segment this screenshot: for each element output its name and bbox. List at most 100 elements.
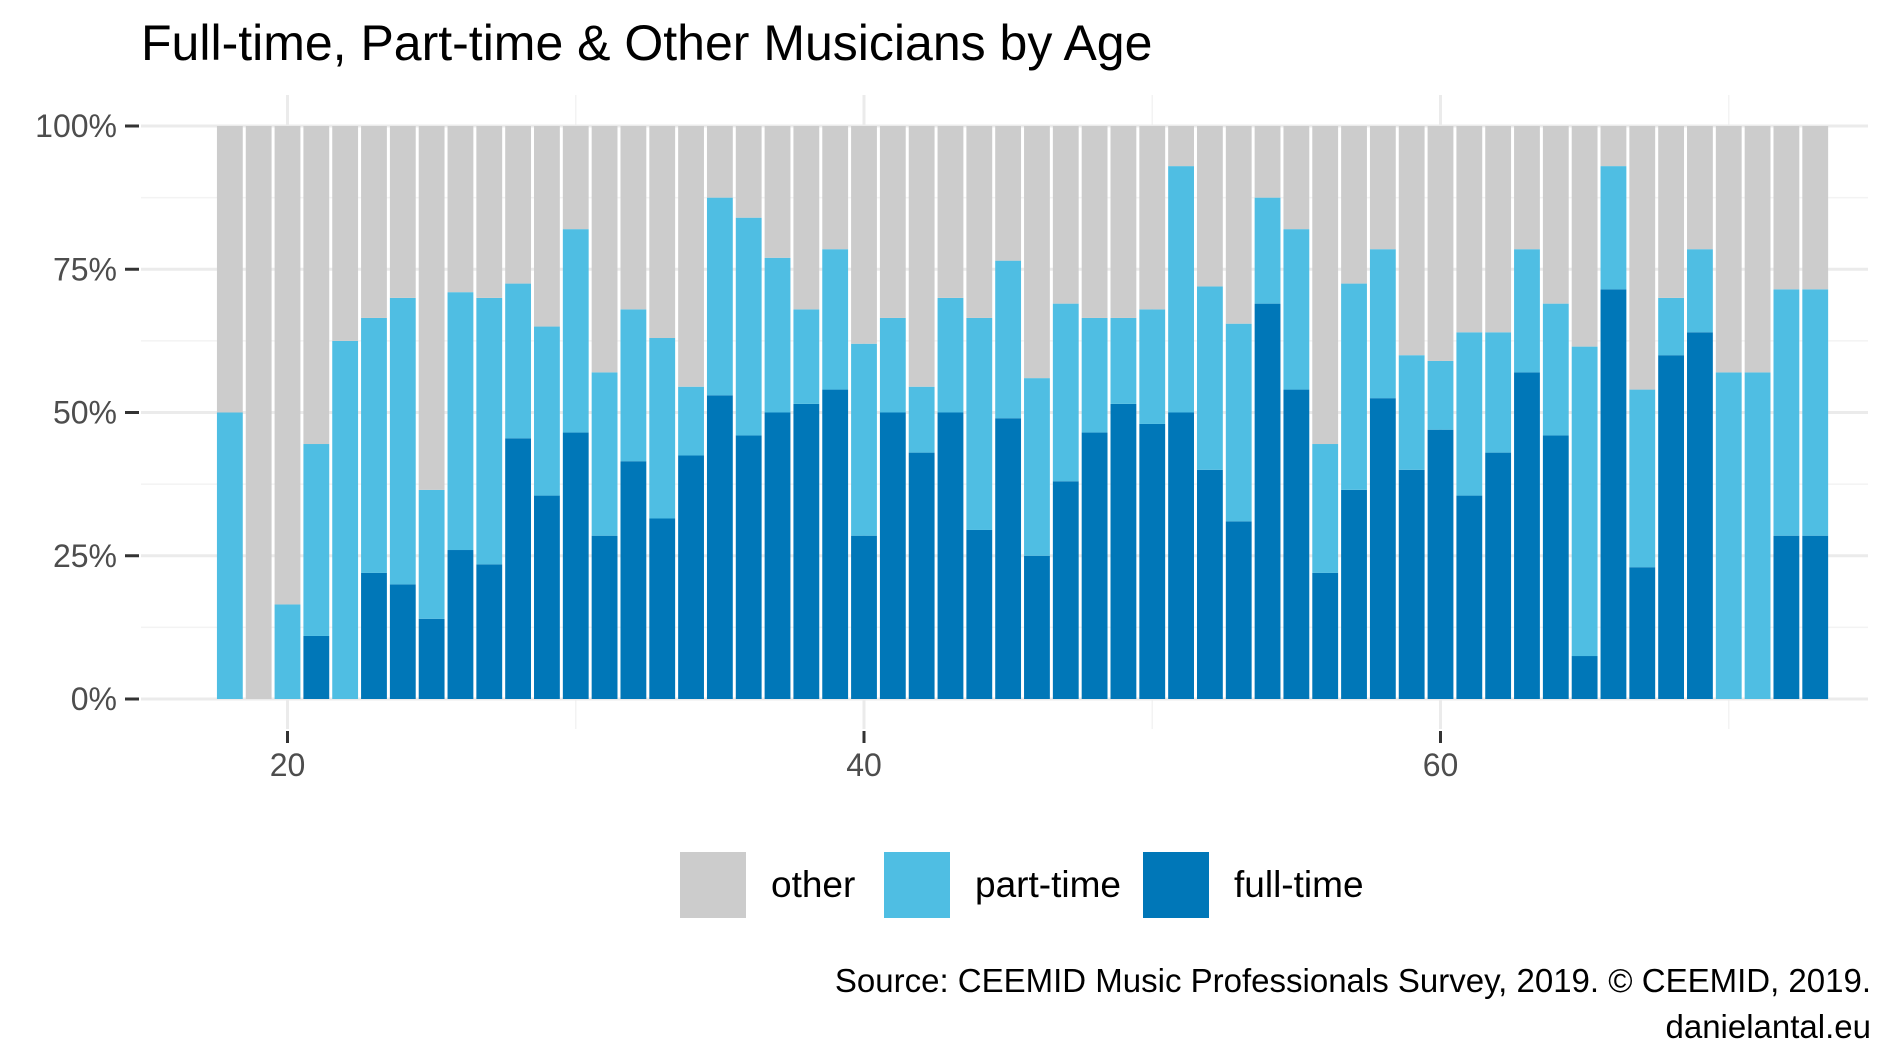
bar-full-time-age-46 (1024, 555, 1050, 699)
bar-full-time-age-23 (361, 572, 387, 699)
bar-part-time-age-51 (1168, 166, 1194, 413)
bar-full-time-age-32 (620, 461, 647, 699)
bar-other-age-70 (1715, 126, 1742, 373)
bar-part-time-age-61 (1456, 332, 1483, 496)
bar-part-time-age-24 (389, 297, 416, 585)
legend-swatch-other (680, 852, 746, 918)
bar-full-time-age-30 (562, 432, 589, 699)
bar-part-time-age-44 (966, 317, 993, 530)
bar-other-age-25 (418, 126, 445, 490)
bar-other-age-45 (995, 126, 1022, 261)
bar-other-age-68 (1658, 126, 1685, 298)
bar-other-age-73 (1802, 126, 1829, 290)
bar-other-age-57 (1341, 126, 1367, 284)
bar-part-time-age-60 (1427, 360, 1454, 430)
bar-full-time-age-51 (1168, 412, 1194, 699)
bar-part-time-age-38 (793, 309, 820, 404)
bar-full-time-age-26 (447, 550, 474, 699)
bar-other-age-61 (1456, 126, 1483, 333)
bar-full-time-age-33 (649, 518, 676, 699)
bar-full-time-age-37 (764, 412, 791, 699)
bar-part-time-age-46 (1024, 378, 1050, 556)
bar-full-time-age-41 (879, 412, 906, 699)
bar-part-time-age-54 (1254, 197, 1281, 304)
bar-other-age-59 (1398, 126, 1425, 356)
bar-part-time-age-31 (591, 372, 618, 536)
bar-full-time-age-59 (1398, 469, 1425, 699)
axis-layer: 0% 25% 50% 75% 100% 20 40 60 (35, 108, 1458, 783)
source-caption: Source: CEEMID Music Professionals Surve… (834, 962, 1871, 999)
bar-other-age-29 (534, 126, 560, 327)
bar-other-age-27 (476, 126, 503, 298)
bar-other-age-42 (908, 126, 935, 387)
bar-full-time-age-60 (1427, 429, 1454, 699)
bar-other-age-62 (1485, 126, 1512, 333)
bar-part-time-age-23 (361, 317, 387, 573)
bar-full-time-age-61 (1456, 495, 1483, 699)
legend-label-other: other (771, 864, 856, 905)
bar-other-age-24 (389, 126, 416, 298)
bar-other-age-60 (1427, 126, 1454, 361)
bar-other-age-19 (245, 126, 272, 699)
bar-part-time-age-42 (908, 386, 935, 453)
bar-full-time-age-55 (1283, 389, 1310, 699)
bar-part-time-age-18 (216, 412, 243, 699)
bar-full-time-age-72 (1773, 535, 1800, 699)
bar-part-time-age-35 (706, 197, 733, 396)
bar-full-time-age-35 (706, 395, 733, 699)
bar-full-time-age-66 (1600, 289, 1627, 699)
bar-full-time-age-57 (1341, 489, 1367, 699)
stacked-bar-chart: 0% 25% 50% 75% 100% 20 40 60 (35, 95, 1868, 783)
bar-part-time-age-69 (1687, 249, 1713, 333)
bar-other-age-22 (332, 126, 359, 341)
bar-other-age-63 (1514, 126, 1540, 250)
bar-other-age-53 (1225, 126, 1252, 324)
legend-swatch-full-time (1143, 852, 1209, 918)
bar-other-age-34 (678, 126, 704, 387)
bar-full-time-age-69 (1687, 332, 1713, 699)
bar-full-time-age-42 (908, 452, 935, 699)
bar-full-time-age-31 (591, 535, 618, 699)
bar-part-time-age-26 (447, 292, 474, 551)
bar-other-age-21 (303, 126, 330, 445)
bar-part-time-age-53 (1225, 323, 1252, 522)
bar-other-age-23 (361, 126, 387, 318)
chart-title: Full-time, Part-time & Other Musicians b… (141, 15, 1153, 71)
bar-full-time-age-24 (389, 584, 416, 699)
bar-full-time-age-25 (418, 618, 445, 699)
bar-other-age-30 (562, 126, 589, 230)
bar-part-time-age-49 (1110, 317, 1137, 404)
y-tick-label: 25% (53, 538, 117, 574)
bar-part-time-age-48 (1081, 317, 1108, 433)
bar-other-age-66 (1600, 126, 1627, 167)
legend: other part-time full-time (0, 850, 1889, 920)
bar-full-time-age-62 (1485, 452, 1512, 699)
y-tick-label: 75% (53, 251, 117, 287)
bar-other-age-58 (1369, 126, 1396, 250)
bar-part-time-age-62 (1485, 332, 1512, 453)
bar-part-time-age-68 (1658, 297, 1685, 356)
bar-other-age-33 (649, 126, 676, 339)
bar-part-time-age-22 (332, 340, 359, 699)
bar-other-age-50 (1139, 126, 1166, 310)
bar-other-age-64 (1542, 126, 1569, 304)
bar-part-time-age-29 (534, 326, 560, 496)
bar-part-time-age-66 (1600, 166, 1627, 290)
bar-part-time-age-27 (476, 297, 503, 565)
bar-full-time-age-29 (534, 495, 560, 699)
bar-part-time-age-39 (822, 249, 849, 390)
bar-full-time-age-53 (1225, 521, 1252, 699)
bar-full-time-age-63 (1514, 372, 1540, 699)
bar-part-time-age-57 (1341, 283, 1367, 490)
bar-full-time-age-34 (678, 455, 704, 699)
bar-full-time-age-48 (1081, 432, 1108, 699)
bar-other-age-46 (1024, 126, 1050, 379)
bar-part-time-age-64 (1542, 303, 1569, 436)
bar-part-time-age-50 (1139, 309, 1166, 424)
bar-part-time-age-55 (1283, 229, 1310, 390)
bar-other-age-47 (1052, 126, 1079, 304)
x-tick-label: 60 (1423, 747, 1459, 783)
y-tick-label: 100% (35, 108, 117, 144)
bar-part-time-age-28 (505, 283, 532, 439)
bar-part-time-age-34 (678, 386, 704, 456)
